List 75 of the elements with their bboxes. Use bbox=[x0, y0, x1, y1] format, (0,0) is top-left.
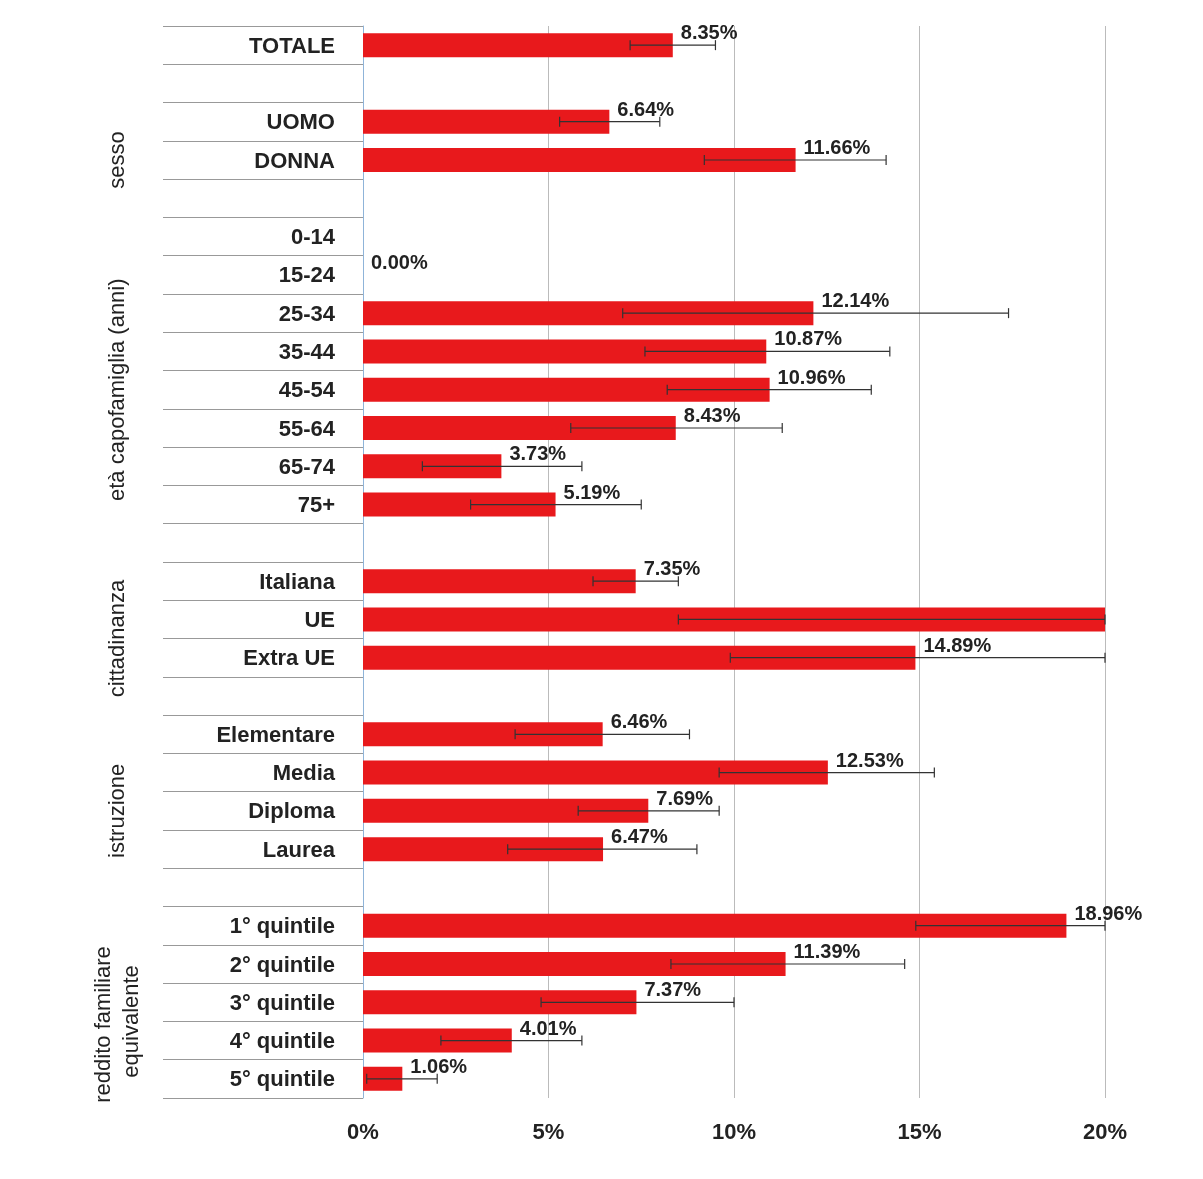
text: cittadinanza bbox=[103, 579, 129, 698]
x-tick-label: 20% bbox=[1082, 1118, 1128, 1144]
y-tick-label: 1° quintile bbox=[229, 913, 335, 939]
data-label: 10.96% bbox=[777, 365, 846, 388]
y-tick-label: 75+ bbox=[297, 492, 335, 518]
bar bbox=[363, 990, 637, 1015]
bar bbox=[363, 377, 770, 402]
y-tick-label: 2° quintile bbox=[229, 951, 335, 977]
data-label: 8.43% bbox=[683, 404, 741, 426]
data-label: 0.00% bbox=[371, 250, 428, 273]
data-label: 12.53% bbox=[835, 748, 904, 771]
x-tick-label: 10% bbox=[711, 1118, 757, 1144]
bar bbox=[363, 454, 502, 479]
bar bbox=[363, 607, 1105, 632]
data-label: 11.66% bbox=[803, 136, 871, 158]
bar bbox=[363, 148, 796, 172]
y-tick-label: 55-64 bbox=[278, 415, 336, 441]
y-tick-label: Media bbox=[272, 760, 336, 786]
y-tick-label: 25-34 bbox=[278, 300, 336, 326]
bar bbox=[363, 339, 767, 364]
bar bbox=[363, 952, 786, 976]
bar bbox=[363, 109, 610, 134]
y-tick-label: 3° quintile bbox=[229, 989, 335, 1015]
y-tick-label: Extra UE bbox=[243, 645, 335, 671]
data-label: 3.73% bbox=[509, 442, 567, 465]
text: sesso bbox=[103, 131, 129, 189]
y-tick-label: 0-14 bbox=[290, 224, 336, 250]
x-tick-label: 0% bbox=[347, 1118, 379, 1144]
bar bbox=[363, 722, 603, 747]
text: reddito familiare equivalente bbox=[89, 940, 143, 1103]
x-tick-label: 15% bbox=[897, 1118, 942, 1144]
data-label: 6.64% bbox=[617, 97, 675, 120]
bar bbox=[363, 33, 673, 58]
data-label: 5.19% bbox=[563, 480, 621, 503]
data-label: 11.39% bbox=[793, 940, 861, 962]
y-tick-label: 45-54 bbox=[278, 377, 336, 403]
data-label: 4.01% bbox=[519, 1016, 577, 1039]
x-tick-label: 5% bbox=[532, 1118, 565, 1144]
data-label: 7.37% bbox=[644, 978, 702, 1001]
bar bbox=[363, 1066, 403, 1091]
bar bbox=[363, 492, 556, 517]
y-tick-label: 15-24 bbox=[278, 262, 336, 288]
y-tick-label: TOTALE bbox=[249, 32, 335, 58]
data-label: 8.35% bbox=[680, 21, 738, 44]
y-tick-label: DONNA bbox=[254, 147, 336, 173]
bar bbox=[363, 569, 636, 594]
data-label: 18.96% bbox=[1074, 901, 1143, 924]
bar bbox=[363, 837, 604, 862]
y-tick-label: Laurea bbox=[262, 836, 336, 862]
data-label: 12.14% bbox=[821, 289, 890, 312]
data-label: 7.35% bbox=[643, 557, 701, 580]
y-tick-label: 4° quintile bbox=[229, 1028, 335, 1054]
data-label: 6.47% bbox=[611, 825, 668, 848]
data-label: 7.69% bbox=[656, 786, 714, 809]
y-tick-label: 5° quintile bbox=[229, 1066, 335, 1092]
y-tick-label: Elementare bbox=[216, 721, 335, 747]
text: età capofamiglia (anni) bbox=[103, 278, 129, 501]
data-label: 6.46% bbox=[610, 710, 668, 733]
bar bbox=[363, 913, 1067, 938]
bar bbox=[363, 416, 676, 440]
data-label: 14.89% bbox=[923, 633, 992, 656]
y-tick-label: UOMO bbox=[266, 109, 335, 135]
text: istruzione bbox=[103, 763, 129, 858]
bar bbox=[363, 301, 814, 326]
data-label: 1.06% bbox=[410, 1054, 468, 1077]
y-tick-label: UE bbox=[304, 606, 335, 632]
data-label: 10.87% bbox=[774, 327, 843, 350]
y-tick-label: 65-74 bbox=[278, 453, 336, 479]
y-tick-label: Italiana bbox=[259, 568, 336, 594]
bar bbox=[363, 760, 828, 785]
bar bbox=[363, 1028, 512, 1053]
bar bbox=[363, 645, 916, 670]
bar bbox=[363, 798, 649, 823]
y-tick-label: 35-44 bbox=[278, 338, 336, 364]
y-tick-label: Diploma bbox=[248, 798, 336, 824]
